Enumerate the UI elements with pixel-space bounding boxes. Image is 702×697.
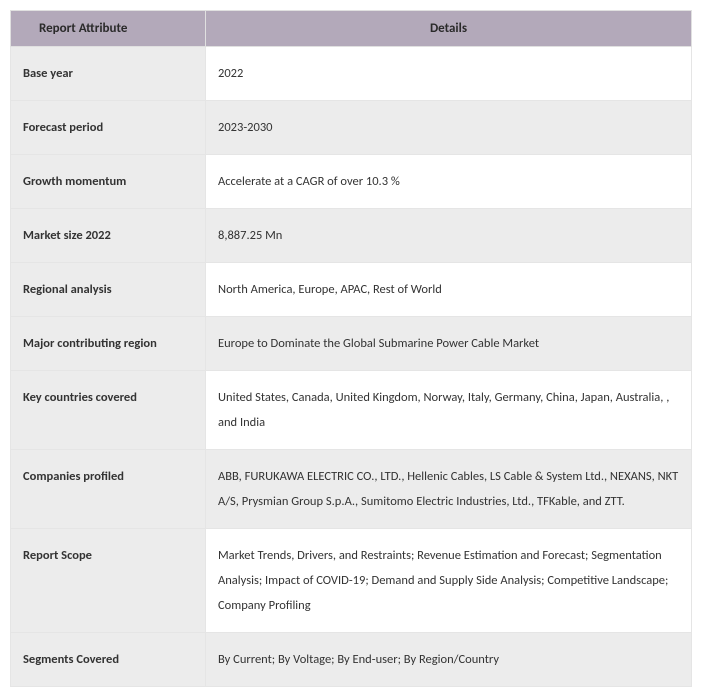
row-attribute: Regional analysis: [11, 263, 206, 317]
row-attribute: Segments Covered: [11, 633, 206, 687]
row-detail: United States, Canada, United Kingdom, N…: [206, 371, 692, 450]
table-row: Base year2022: [11, 47, 692, 101]
table-row: Report ScopeMarket Trends, Drivers, and …: [11, 529, 692, 633]
table-row: Key countries coveredUnited States, Cana…: [11, 371, 692, 450]
table-row: Forecast period2023-2030: [11, 101, 692, 155]
row-attribute: Growth momentum: [11, 155, 206, 209]
table-row: Market size 20228,887.25 Mn: [11, 209, 692, 263]
table-row: Major contributing regionEurope to Domin…: [11, 317, 692, 371]
row-attribute: Major contributing region: [11, 317, 206, 371]
row-attribute: Base year: [11, 47, 206, 101]
row-detail: Market Trends, Drivers, and Restraints; …: [206, 529, 692, 633]
row-detail: North America, Europe, APAC, Rest of Wor…: [206, 263, 692, 317]
header-details: Details: [206, 11, 692, 47]
row-detail: 2023-2030: [206, 101, 692, 155]
row-detail: Accelerate at a CAGR of over 10.3 %: [206, 155, 692, 209]
report-attributes-table: Report Attribute Details Base year2022 F…: [10, 10, 692, 687]
header-attribute: Report Attribute: [11, 11, 206, 47]
row-attribute: Market size 2022: [11, 209, 206, 263]
row-detail: Europe to Dominate the Global Submarine …: [206, 317, 692, 371]
row-attribute: Key countries covered: [11, 371, 206, 450]
row-attribute: Forecast period: [11, 101, 206, 155]
table-row: Growth momentumAccelerate at a CAGR of o…: [11, 155, 692, 209]
row-detail: ABB, FURUKAWA ELECTRIC CO., LTD., Hellen…: [206, 450, 692, 529]
table-row: Segments CoveredBy Current; By Voltage; …: [11, 633, 692, 687]
row-detail: 8,887.25 Mn: [206, 209, 692, 263]
row-detail: 2022: [206, 47, 692, 101]
row-attribute: Report Scope: [11, 529, 206, 633]
table-header-row: Report Attribute Details: [11, 11, 692, 47]
row-detail: By Current; By Voltage; By End-user; By …: [206, 633, 692, 687]
table-row: Companies profiledABB, FURUKAWA ELECTRIC…: [11, 450, 692, 529]
row-attribute: Companies profiled: [11, 450, 206, 529]
table-row: Regional analysisNorth America, Europe, …: [11, 263, 692, 317]
